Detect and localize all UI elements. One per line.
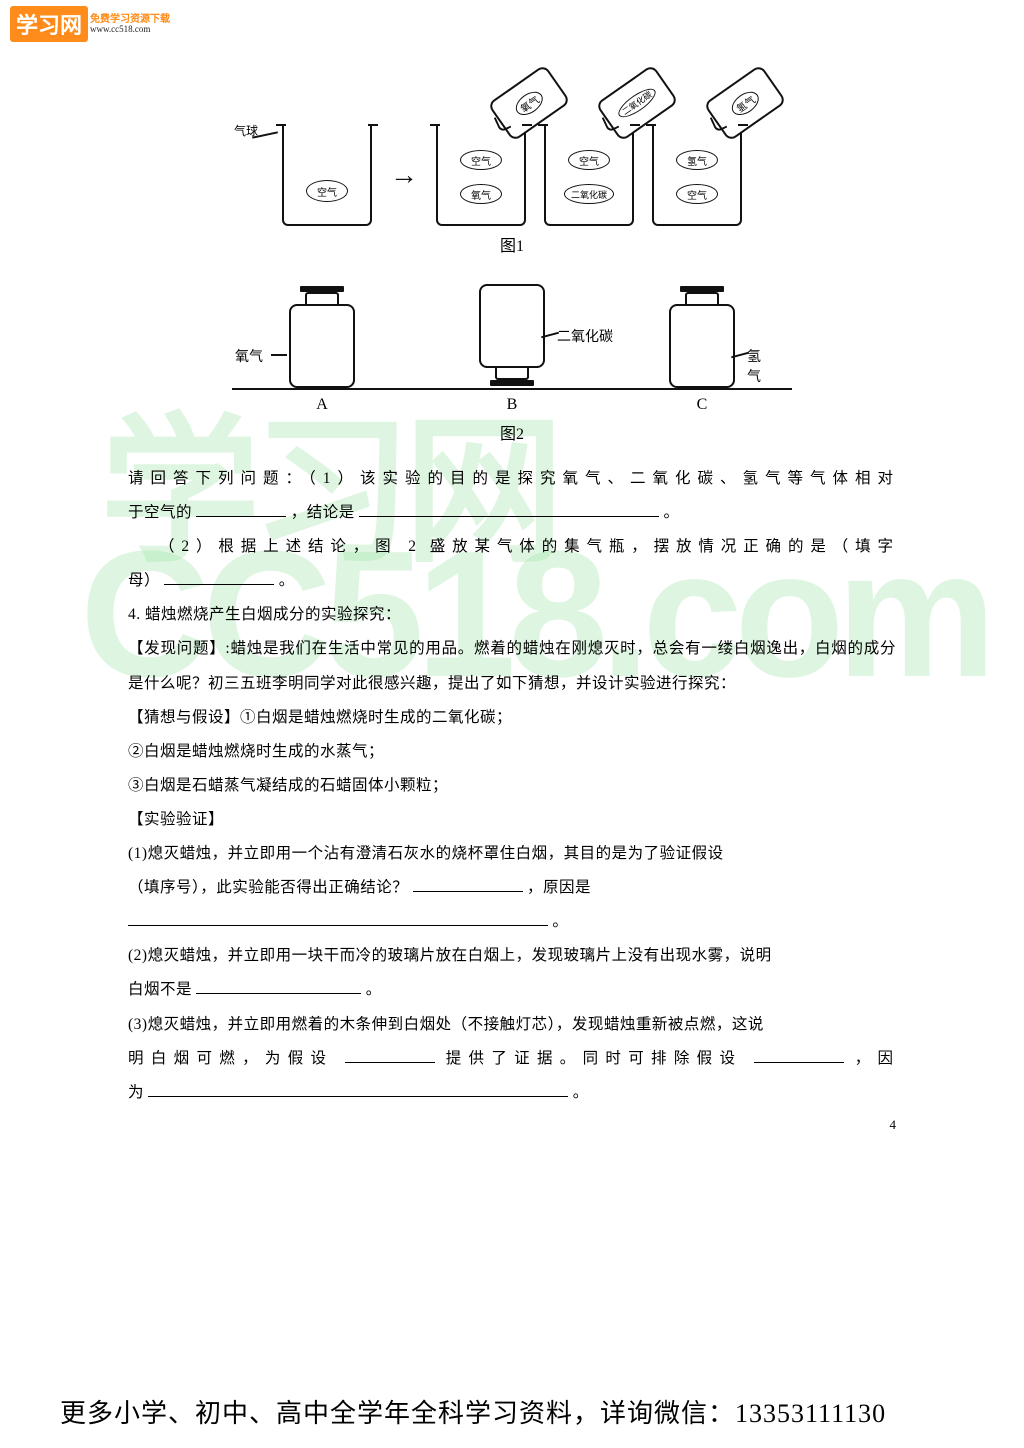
t1b-mid: ，原因是 xyxy=(527,879,591,896)
syyz: 【实验验证】 xyxy=(128,803,896,837)
q2b-pre: 母） xyxy=(128,572,160,589)
figure-2: 氧气 二氧化碳 氢气 A B xyxy=(128,284,896,444)
t1c: 。 xyxy=(128,905,896,939)
beaker-2-body: 氧气 空气 氧气 xyxy=(436,126,526,226)
label-C: C xyxy=(697,396,708,414)
blank-2[interactable] xyxy=(359,502,659,518)
beaker-3-top: 空气 xyxy=(568,150,610,170)
fxwt: 【发现问题】:蜡烛是我们在生活中常见的用品。燃着的蜡烛在刚熄灭时，总会有一缕白烟… xyxy=(128,632,896,700)
body-text: 请回答下列问题：（1）该实验的目的是探究氧气、二氧化碳、氢气等气体相对 于空气的… xyxy=(128,462,896,1110)
q1b-end: 。 xyxy=(664,504,680,521)
figure2-caption: 图2 xyxy=(500,420,524,444)
q1-line1: 请回答下列问题：（1）该实验的目的是探究氧气、二氧化碳、氢气等气体相对 xyxy=(128,462,896,496)
t2b-end: 。 xyxy=(366,981,382,998)
blank-6[interactable] xyxy=(196,979,361,995)
line-A xyxy=(271,354,287,356)
logo-tagline: 免费学习资源下载 xyxy=(90,15,170,25)
t3c-end: 。 xyxy=(573,1084,589,1101)
t1b: （填序号），此实验能否得出正确结论？ ，原因是 xyxy=(128,871,896,905)
blank-4[interactable] xyxy=(413,877,523,893)
beaker-2: 氧气 空气 氧气 xyxy=(436,126,526,226)
t3c: 为 。 xyxy=(128,1076,896,1110)
t2b-pre: 白烟不是 xyxy=(128,981,192,998)
bottle-B-body xyxy=(479,284,545,368)
logo-text: 学习网 xyxy=(10,6,88,42)
blank-3[interactable] xyxy=(164,570,274,586)
abc-row: A B C xyxy=(232,392,792,414)
t1a: (1)熄灭蜡烛，并立即用一个沾有澄清石灰水的烧杯罩住白烟，其目的是为了验证假设 xyxy=(128,837,896,871)
blank-1[interactable] xyxy=(196,502,286,518)
beaker-2-top: 空气 xyxy=(460,150,502,170)
beaker-4-body: 氢气 氢气 空气 xyxy=(652,126,742,226)
figure-1: 气球 空气 → 氧气 空气 氧气 二氧化碳 空气 二氧化碳 氢 xyxy=(128,126,896,226)
t2b: 白烟不是 。 xyxy=(128,973,896,1007)
q2-line2: 母） 。 xyxy=(128,564,896,598)
shelf-line xyxy=(232,388,792,390)
q2-line1: （2）根据上述结论，图 2 盛放某气体的集气瓶，摆放情况正确的是（填字 xyxy=(128,530,896,564)
site-logo: 学习网 免费学习资源下载 www.cc518.com xyxy=(10,6,170,42)
blank-5[interactable] xyxy=(128,911,548,927)
figure1-caption: 图1 xyxy=(128,232,896,256)
bottles-row: 氧气 二氧化碳 氢气 xyxy=(232,284,792,388)
beaker-4: 氢气 氢气 空气 xyxy=(652,126,742,226)
beaker-1-gas: 空气 xyxy=(306,180,348,202)
cxjs-3: ③白烟是石蜡蒸气凝结成的石蜡固体小颗粒； xyxy=(128,769,896,803)
logo-url: www.cc518.com xyxy=(90,25,170,34)
beaker-3-body: 二氧化碳 空气 二氧化碳 xyxy=(544,126,634,226)
cxjs-1: 【猜想与假设】①白烟是蜡烛燃烧时生成的二氧化碳； xyxy=(128,701,896,735)
blank-8[interactable] xyxy=(754,1047,844,1063)
t1c-end: 。 xyxy=(552,913,568,930)
t3b-mid: 提供了证据。同时可排除假设 xyxy=(446,1050,743,1067)
beaker-1-body: 空气 xyxy=(282,126,372,226)
beaker-1: 气球 空气 xyxy=(282,126,372,226)
page-number: 4 xyxy=(890,1111,897,1140)
beaker-3-bot: 二氧化碳 xyxy=(564,184,614,204)
footer-text: 更多小学、初中、高中全学年全科学习资料，详询微信：13353111130 xyxy=(60,1393,886,1430)
t3c-pre: 为 xyxy=(128,1084,144,1101)
q1b-pre: 于空气的 xyxy=(128,504,192,521)
bottle-A-body xyxy=(289,304,355,388)
beaker-4-top: 氢气 xyxy=(676,150,718,170)
t3b: 明白烟可燃，为假设 提供了证据。同时可排除假设 ，因 xyxy=(128,1042,896,1076)
t3a: (3)熄灭蜡烛，并立即用燃着的木条伸到白烟处（不接触灯芯），发现蜡烛重新被点燃，… xyxy=(128,1008,896,1042)
bottle-B: 二氧化碳 xyxy=(422,284,602,368)
bottle-A-gas: 氧气 xyxy=(235,346,263,366)
beaker-4-pour-label: 氢气 xyxy=(727,87,762,120)
p4-title: 4. 蜡烛燃烧产生白烟成分的实验探究： xyxy=(128,598,896,632)
t3b-end: ，因 xyxy=(855,1050,896,1067)
bottle-C: 氢气 xyxy=(612,304,792,388)
cxjs-2: ②白烟是蜡烛燃烧时生成的水蒸气； xyxy=(128,735,896,769)
logo-subtext: 免费学习资源下载 www.cc518.com xyxy=(90,15,170,34)
blank-9[interactable] xyxy=(148,1081,568,1097)
q1-line2: 于空气的 ，结论是 。 xyxy=(128,496,896,530)
q2b-end: 。 xyxy=(279,572,295,589)
beaker-4-pour: 氢气 xyxy=(703,64,787,142)
t3b-pre: 明白烟可燃，为假设 xyxy=(128,1050,333,1067)
arrow-icon: → xyxy=(390,160,418,192)
beaker-3: 二氧化碳 空气 二氧化碳 xyxy=(544,126,634,226)
bottle-B-gas: 二氧化碳 xyxy=(557,326,613,346)
label-A: A xyxy=(316,396,328,414)
beaker-2-bot: 氧气 xyxy=(460,184,502,204)
bottle-C-body xyxy=(669,304,735,388)
blank-7[interactable] xyxy=(345,1047,435,1063)
beaker-2-pour-label: 氧气 xyxy=(511,87,546,120)
t1b-pre: （填序号），此实验能否得出正确结论？ xyxy=(128,879,408,896)
page-content: 气球 空气 → 氧气 空气 氧气 二氧化碳 空气 二氧化碳 氢 xyxy=(128,120,896,1110)
bottle-A: 氧气 xyxy=(232,304,412,388)
beaker-3-pour-label: 二氧化碳 xyxy=(614,84,659,122)
t2a: (2)熄灭蜡烛，并立即用一块干而冷的玻璃片放在白烟上，发现玻璃片上没有出现水雾，… xyxy=(128,939,896,973)
q1b-mid: ，结论是 xyxy=(291,504,355,521)
label-B: B xyxy=(507,396,518,414)
beaker-4-bot: 空气 xyxy=(676,184,718,204)
bottle-C-gas: 氢气 xyxy=(747,346,761,386)
